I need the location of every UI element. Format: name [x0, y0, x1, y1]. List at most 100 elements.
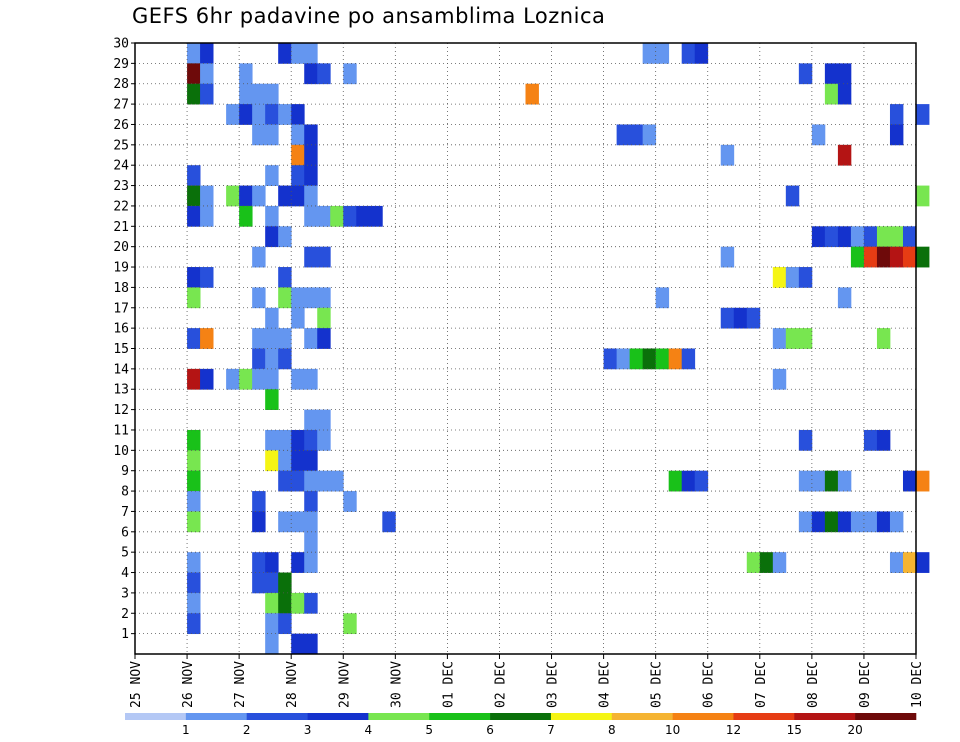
heatmap-cell	[187, 287, 201, 309]
heatmap-cell	[187, 328, 201, 349]
heatmap-cell	[187, 429, 201, 451]
x-tick-label: 30 NOV	[389, 661, 404, 708]
heatmap-cell	[317, 409, 331, 431]
legend-label: 1	[182, 723, 190, 737]
heatmap-cell	[720, 307, 735, 329]
heatmap-cell	[187, 450, 201, 472]
heatmap-cell	[798, 267, 813, 288]
heatmap-cell	[278, 328, 292, 349]
heatmap-cell	[889, 226, 904, 248]
heatmap-cell	[291, 307, 305, 329]
heatmap-cell	[863, 429, 878, 451]
heatmap-cell	[278, 572, 292, 594]
heatmap-cell	[317, 328, 331, 349]
heatmap-cell	[265, 633, 279, 655]
heatmap-cell	[655, 287, 670, 309]
heatmap-cell	[304, 165, 318, 186]
heatmap-cell	[252, 572, 266, 594]
heatmap-cell	[369, 205, 383, 227]
heatmap-cell	[772, 552, 787, 573]
heatmap-cell	[824, 226, 839, 248]
heatmap-cell	[837, 287, 852, 309]
heatmap-cell	[187, 572, 201, 594]
heatmap-cell	[265, 307, 279, 329]
heatmap-cell	[265, 328, 279, 349]
x-tick-label: 29 NOV	[337, 661, 352, 708]
heatmap-cell	[850, 246, 865, 268]
heatmap-cell	[265, 83, 279, 105]
y-tick-label: 20	[113, 240, 129, 255]
heatmap-cell	[252, 511, 266, 533]
heatmap-cell	[330, 470, 344, 492]
heatmap-cell	[278, 267, 292, 288]
heatmap-cell	[317, 246, 331, 268]
heatmap-cell	[278, 226, 292, 248]
heatmap-cell	[837, 226, 852, 248]
heatmap-cell	[655, 43, 670, 64]
heatmap-cell	[252, 104, 266, 125]
x-axis: 25 NOV 26 NOV 27 NOV 28 NOV 29 NOV 30 NOV 01 D…	[129, 654, 925, 708]
x-tick-label: 25 NOV	[129, 661, 144, 708]
heatmap-cell	[837, 144, 852, 166]
heatmap-cell	[850, 511, 865, 533]
heatmap-cell	[889, 124, 904, 146]
heatmap-cell	[291, 470, 305, 492]
heatmap-cell	[772, 328, 787, 349]
y-tick-label: 15	[113, 342, 129, 357]
heatmap-cell	[837, 83, 852, 105]
heatmap-cell	[252, 124, 266, 146]
y-tick-label: 4	[121, 566, 129, 581]
heatmap-cell	[811, 511, 826, 533]
heatmap-cell	[291, 429, 305, 451]
y-tick-label: 21	[113, 220, 129, 235]
heatmap-cell	[226, 368, 240, 390]
heatmap-cell	[902, 552, 917, 573]
heatmap-cell	[187, 43, 201, 64]
y-tick-label: 1	[121, 627, 129, 642]
heatmap-cell	[811, 470, 826, 492]
x-tick-label: 01 DEC	[441, 661, 456, 708]
heatmap-cell	[278, 287, 292, 309]
heatmap-cell	[811, 124, 826, 146]
heatmap-cell	[252, 83, 266, 105]
heatmap-cell	[200, 267, 214, 288]
heatmap-cell	[239, 83, 253, 105]
heatmap-cell	[226, 104, 240, 125]
heatmap-cell	[291, 511, 305, 533]
x-tick-label: 04 DEC	[598, 661, 613, 708]
legend-swatch	[855, 713, 917, 720]
heatmap-cell	[200, 205, 214, 227]
heatmap-cell	[746, 552, 761, 573]
heatmap-cell	[304, 328, 318, 349]
heatmap-cell	[916, 470, 930, 492]
heatmap-cell	[304, 246, 318, 268]
heatmap-cell	[304, 511, 318, 533]
heatmap-cell	[278, 429, 292, 451]
heatmap-cell	[330, 205, 344, 227]
heatmap-cell	[304, 531, 318, 553]
y-tick-label: 30	[113, 37, 129, 52]
x-tick-label: 03 DEC	[546, 661, 561, 708]
heatmap-cell	[642, 348, 657, 370]
heatmap-cell	[863, 246, 878, 268]
heatmap-cell	[304, 633, 318, 655]
legend-swatch	[490, 713, 552, 720]
heatmap-cell	[629, 124, 644, 146]
heatmap-cell	[304, 124, 318, 146]
heatmap-cell	[902, 226, 917, 248]
x-tick-label: 08 DEC	[806, 661, 821, 708]
heatmap-cell	[265, 613, 279, 635]
heatmap-cell	[317, 470, 331, 492]
heatmap-cell	[252, 328, 266, 349]
heatmap-cell	[304, 470, 318, 492]
legend-swatch	[429, 713, 491, 720]
heatmap-cell	[798, 511, 813, 533]
heatmap-cell	[629, 348, 644, 370]
heatmap-cell	[863, 511, 878, 533]
heatmap-cell	[187, 63, 201, 85]
heatmap-cell	[265, 389, 279, 410]
y-tick-label: 6	[121, 525, 129, 540]
heatmap-cell	[265, 450, 279, 472]
heatmap-cell	[681, 348, 696, 370]
heatmap-cell	[200, 328, 214, 349]
